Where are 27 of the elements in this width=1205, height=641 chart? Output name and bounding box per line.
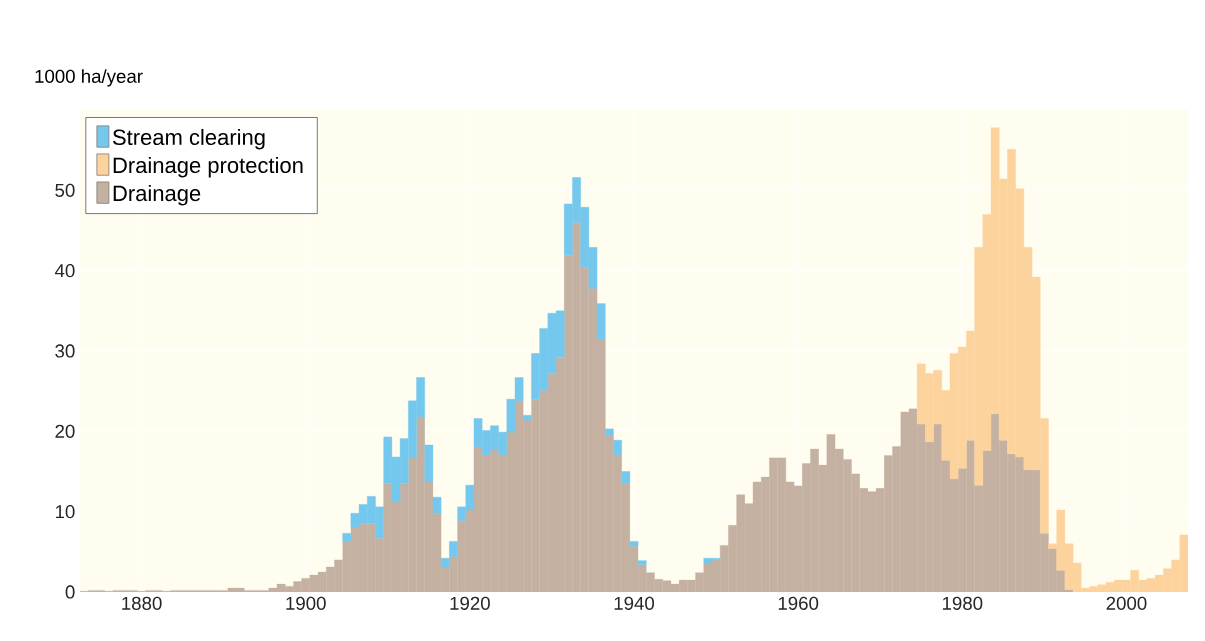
bar <box>613 439 622 455</box>
y-tick-label: 50 <box>55 183 75 197</box>
x-tick-label: 1920 <box>450 596 490 610</box>
y-tick-label: 0 <box>65 585 75 599</box>
x-tick-label: 1940 <box>614 596 655 610</box>
x-tick-label: 1980 <box>942 596 983 610</box>
y-axis-title: 1000 ha/year <box>35 69 143 87</box>
bar <box>605 428 614 436</box>
bar <box>621 471 631 484</box>
legend-label: Drainage protection <box>113 156 303 178</box>
y-tick-label: 10 <box>55 505 75 519</box>
x-tick-label: 1960 <box>778 596 819 610</box>
bar <box>523 415 532 421</box>
legend-label: Drainage <box>113 185 201 206</box>
x-tick-label: 2000 <box>1106 596 1147 610</box>
x-tick-label: 1880 <box>122 596 162 610</box>
x-tick-label: 1900 <box>286 596 326 610</box>
y-tick-label: 30 <box>55 344 75 358</box>
bar <box>637 560 647 565</box>
y-tick-label: 20 <box>55 424 75 438</box>
legend-label: Stream clearing <box>112 128 265 150</box>
bar <box>432 496 442 514</box>
y-tick-label: 40 <box>54 264 75 278</box>
bar <box>596 303 606 340</box>
bar <box>342 533 352 542</box>
bar <box>424 444 434 483</box>
bar <box>629 541 639 547</box>
